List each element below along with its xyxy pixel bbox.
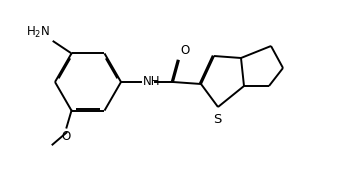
Text: O: O (180, 44, 189, 57)
Text: H$_2$N: H$_2$N (26, 25, 50, 40)
Text: O: O (62, 130, 71, 143)
Text: NH: NH (143, 76, 161, 89)
Text: S: S (213, 113, 221, 126)
